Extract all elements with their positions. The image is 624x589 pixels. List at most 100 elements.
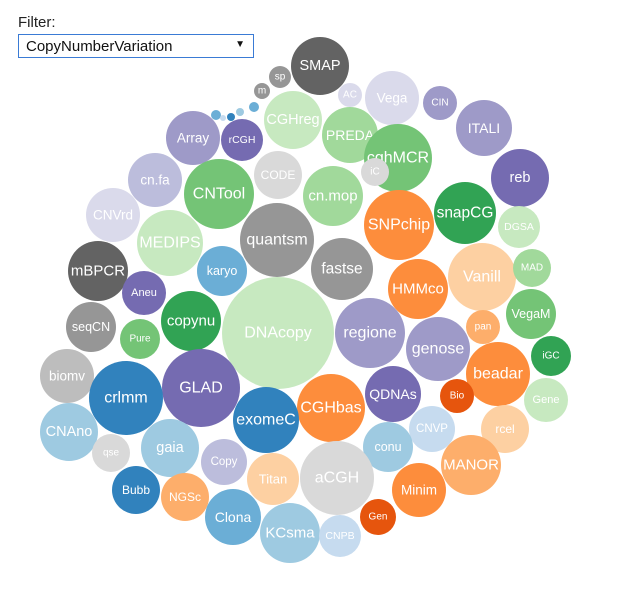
bubble[interactable]: KCsma [260,503,320,563]
bubble[interactable]: CODE [254,151,302,199]
bubble[interactable]: HMMco [388,259,448,319]
bubble[interactable]: gaia [141,419,199,477]
bubble-circle[interactable] [322,107,378,163]
bubble[interactable]: AC [338,83,362,107]
bubble-circle[interactable] [264,91,322,149]
bubble[interactable]: mBPCR [68,241,128,301]
bubble[interactable]: Vega [365,71,419,125]
bubble[interactable]: crlmm [89,361,163,435]
bubble[interactable]: SNPchip [364,190,434,260]
bubble-circle[interactable] [141,419,199,477]
bubble[interactable]: genose [406,317,470,381]
bubble-circle[interactable] [531,336,571,376]
bubble-circle[interactable] [249,102,259,112]
bubble-circle[interactable] [205,489,261,545]
bubble[interactable]: rCGH [221,119,263,161]
bubble-circle[interactable] [311,238,373,300]
bubble-circle[interactable] [303,166,363,226]
bubble[interactable]: iC [361,158,389,186]
bubble[interactable] [211,110,221,120]
bubble[interactable]: Bubb [112,466,160,514]
bubble-circle[interactable] [254,83,270,99]
bubble-circle[interactable] [137,210,203,276]
bubble[interactable]: MAD [513,249,551,287]
bubble-circle[interactable] [440,379,474,413]
bubble-circle[interactable] [120,319,160,359]
bubble-circle[interactable] [297,374,365,442]
bubble[interactable]: seqCN [66,302,116,352]
bubble[interactable]: reb [491,149,549,207]
bubble[interactable]: Vanill [448,243,516,311]
bubble[interactable]: GLAD [162,349,240,427]
bubble[interactable]: quantsm [240,203,314,277]
bubble-circle[interactable] [40,349,94,403]
bubble[interactable]: Bio [440,379,474,413]
bubble-circle[interactable] [201,439,247,485]
bubble-circle[interactable] [220,115,226,121]
bubble-circle[interactable] [466,342,530,406]
bubble-circle[interactable] [211,110,221,120]
bubble-circle[interactable] [221,119,263,161]
bubble[interactable]: Gen [360,499,396,535]
bubble[interactable]: cn.fa [128,153,182,207]
bubble[interactable]: ITALI [456,100,512,156]
bubble[interactable] [249,102,259,112]
bubble[interactable]: CGHreg [264,91,322,149]
bubble[interactable]: Array [166,111,220,165]
bubble-circle[interactable] [300,441,374,515]
bubble[interactable]: snapCG [434,182,496,244]
bubble[interactable]: Pure [120,319,160,359]
bubble-circle[interactable] [441,435,501,495]
bubble[interactable]: VegaM [506,289,556,339]
bubble[interactable] [227,113,235,121]
bubble[interactable]: cn.mop [303,166,363,226]
bubble[interactable]: regione [335,298,405,368]
bubble[interactable] [220,115,226,121]
bubble[interactable] [236,108,244,116]
bubble[interactable]: CNVP [409,406,455,452]
bubble[interactable]: Copy [201,439,247,485]
bubble[interactable]: MEDIPS [137,210,203,276]
bubble[interactable]: qse [92,434,130,472]
bubble[interactable]: karyo [197,246,247,296]
bubble-circle[interactable] [92,434,130,472]
bubble-circle[interactable] [66,302,116,352]
bubble-circle[interactable] [222,277,334,389]
bubble[interactable]: CNPB [319,515,361,557]
bubble[interactable]: DGSA [498,206,540,248]
bubble-circle[interactable] [227,113,235,121]
bubble-circle[interactable] [363,422,413,472]
bubble[interactable]: CGHbas [297,374,365,442]
bubble[interactable]: Gene [524,378,568,422]
bubble-circle[interactable] [161,291,221,351]
bubble[interactable]: Aneu [122,271,166,315]
bubble-circle[interactable] [360,499,396,535]
bubble-circle[interactable] [86,188,140,242]
bubble[interactable]: CNTool [184,159,254,229]
bubble-circle[interactable] [89,361,163,435]
bubble[interactable]: NGSc [161,473,209,521]
bubble-circle[interactable] [434,182,496,244]
bubble-circle[interactable] [197,246,247,296]
bubble-circle[interactable] [128,153,182,207]
bubble-circle[interactable] [122,271,166,315]
bubble-circle[interactable] [247,453,299,505]
bubble-circle[interactable] [513,249,551,287]
bubble-circle[interactable] [162,349,240,427]
bubble-circle[interactable] [365,71,419,125]
bubble-circle[interactable] [361,158,389,186]
bubble[interactable]: fastse [311,238,373,300]
bubble-circle[interactable] [409,406,455,452]
bubble[interactable]: Minim [392,463,446,517]
bubble[interactable]: DNAcopy [222,277,334,389]
bubble-circle[interactable] [269,66,291,88]
bubble[interactable]: QDNAs [365,366,421,422]
bubble-circle[interactable] [236,108,244,116]
bubble[interactable]: Titan [247,453,299,505]
bubble-circle[interactable] [406,317,470,381]
bubble-circle[interactable] [112,466,160,514]
bubble[interactable]: aCGH [300,441,374,515]
bubble-circle[interactable] [335,298,405,368]
bubble-circle[interactable] [68,241,128,301]
bubble-circle[interactable] [491,149,549,207]
